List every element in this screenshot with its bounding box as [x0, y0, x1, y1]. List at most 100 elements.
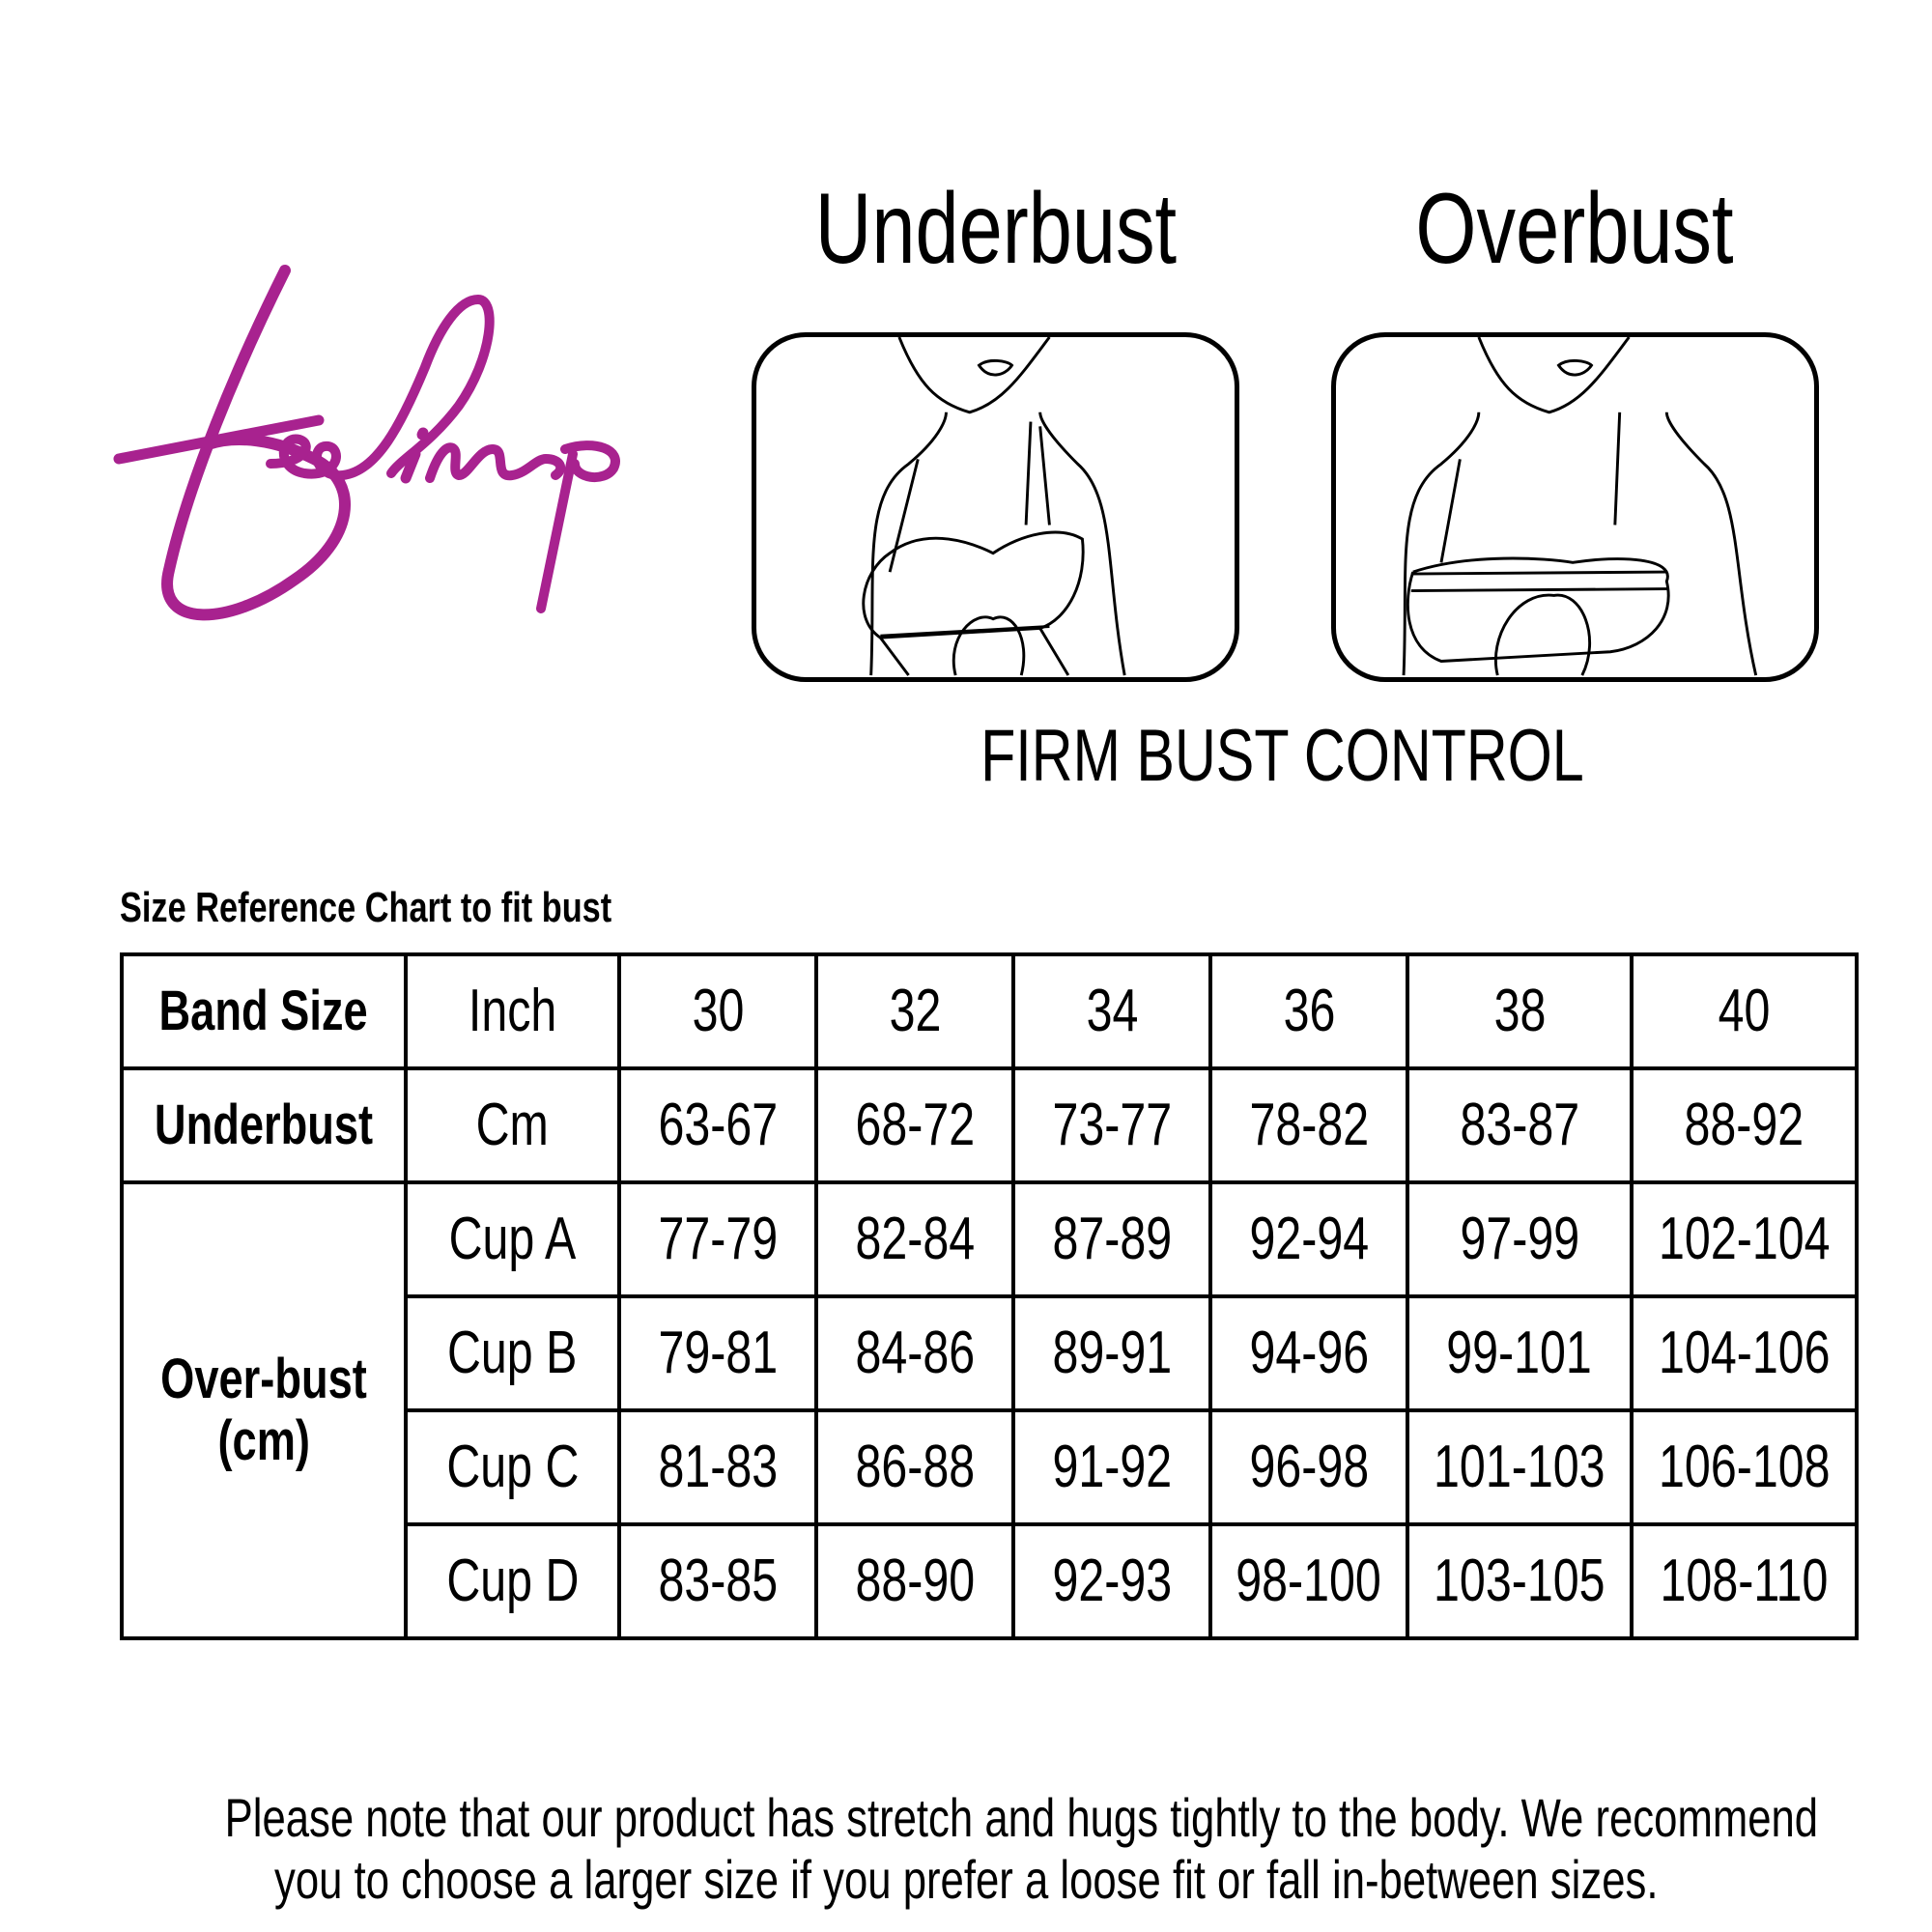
- cell-value: 99-101: [1446, 1320, 1593, 1386]
- table-cell: 106-108: [1630, 1408, 1859, 1526]
- underbust-label: Underbust: [154, 1094, 374, 1156]
- table-cell: 98-100: [1208, 1522, 1409, 1640]
- cell-value: 83-85: [658, 1548, 778, 1614]
- underbust-heading-text: Underbust: [814, 173, 1178, 285]
- cup-cell: Cup D: [404, 1522, 621, 1640]
- table-cell: 94-96: [1208, 1294, 1409, 1412]
- cell-value: 108-110: [1660, 1548, 1829, 1614]
- table-cell: 89-91: [1011, 1294, 1212, 1412]
- table-cell: 86-88: [814, 1408, 1015, 1526]
- table-row-cup-b: Cup B 79-81 84-86 89-91 94-96 99-101 104…: [122, 1294, 1859, 1412]
- table-row-band-size: Band Size Inch 30 32 34 36 38 40: [120, 952, 1859, 1070]
- table-cell: 68-72: [814, 1066, 1015, 1184]
- cell-value: 98-100: [1236, 1548, 1382, 1614]
- underbust-heading: Underbust: [706, 179, 1286, 279]
- cell-value: 32: [889, 978, 941, 1044]
- cell-value: 92-94: [1249, 1206, 1369, 1272]
- table-cell: 40: [1630, 952, 1859, 1070]
- table-cell: 88-90: [814, 1522, 1015, 1640]
- table-cell: 84-86: [814, 1294, 1015, 1412]
- table-cell: 104-106: [1630, 1294, 1859, 1412]
- cell-value: 82-84: [855, 1206, 975, 1272]
- table-cell: 103-105: [1406, 1522, 1634, 1640]
- table-cell: 92-94: [1208, 1180, 1409, 1298]
- overbust-label: Over-bust: [160, 1348, 367, 1410]
- overbust-label-cell: Over-bust (cm): [120, 1180, 408, 1640]
- fit-note-line-2: you to choose a larger size if you prefe…: [273, 1849, 1659, 1910]
- brand-logo: [111, 261, 671, 628]
- table-cell: 91-92: [1011, 1408, 1212, 1526]
- cup-label: Cup D: [445, 1548, 580, 1614]
- unit-cell: Cm: [404, 1066, 621, 1184]
- table-cell: 99-101: [1406, 1294, 1634, 1412]
- cell-value: 30: [692, 978, 744, 1044]
- row-label: Underbust: [120, 1066, 408, 1184]
- unit-cell: Inch: [404, 952, 621, 1070]
- table-cell: 38: [1406, 952, 1634, 1070]
- cell-value: 101-103: [1434, 1434, 1605, 1500]
- cell-value: 96-98: [1249, 1434, 1369, 1500]
- cell-value: 68-72: [855, 1092, 975, 1158]
- cup-label: Cup C: [445, 1434, 580, 1500]
- cup-cell: Cup A: [404, 1180, 621, 1298]
- row-label: Band Size: [120, 952, 408, 1070]
- table-cell: 63-67: [617, 1066, 818, 1184]
- fit-note: Please note that our product has stretch…: [0, 1787, 1932, 1911]
- table-cell: 32: [814, 952, 1015, 1070]
- product-name: FIRM BUST CONTROL: [895, 720, 1668, 793]
- overbust-heading-text: Overbust: [1415, 173, 1734, 285]
- chart-caption: Size Reference Chart to fit bust: [120, 887, 751, 929]
- cell-value: 73-77: [1052, 1092, 1172, 1158]
- cell-value: 103-105: [1434, 1548, 1605, 1614]
- table-cell: 96-98: [1208, 1408, 1409, 1526]
- table-cell: 101-103: [1406, 1408, 1634, 1526]
- cell-value: 77-79: [658, 1206, 778, 1272]
- table-row-cup-a: Over-bust (cm) Cup A 77-79 82-84 87-89 9…: [120, 1180, 1859, 1640]
- table-cell: 108-110: [1630, 1522, 1859, 1640]
- cup-label: Cup B: [447, 1320, 578, 1386]
- table-cell: 83-85: [617, 1522, 818, 1640]
- cell-value: 78-82: [1249, 1092, 1369, 1158]
- cell-value: 34: [1086, 978, 1138, 1044]
- cell-value: 38: [1493, 978, 1546, 1044]
- cup-label: Cup A: [448, 1206, 577, 1272]
- overbust-heading: Overbust: [1285, 179, 1864, 279]
- cell-value: 97-99: [1460, 1206, 1579, 1272]
- size-chart-table: Band Size Inch 30 32 34 36 38 40 Underbu…: [120, 952, 1859, 1640]
- cell-value: 94-96: [1249, 1320, 1369, 1386]
- table-cell: 34: [1011, 952, 1212, 1070]
- overbust-unit-label: (cm): [217, 1409, 310, 1472]
- table-cell: 36: [1208, 952, 1409, 1070]
- table-cell: 77-79: [617, 1180, 818, 1298]
- underbust-measurement-illustration: [752, 332, 1239, 682]
- cell-value: 81-83: [658, 1434, 778, 1500]
- cell-value: 102-104: [1658, 1206, 1831, 1272]
- table-cell: 92-93: [1011, 1522, 1212, 1640]
- cell-value: 86-88: [855, 1434, 975, 1500]
- chart-caption-text: Size Reference Chart to fit bust: [120, 884, 612, 931]
- table-cell: 81-83: [617, 1408, 818, 1526]
- table-row-cup-c: Cup C 81-83 86-88 91-92 96-98 101-103 10…: [122, 1408, 1859, 1526]
- cell-value: 79-81: [658, 1320, 778, 1386]
- cell-value: 88-90: [855, 1548, 975, 1614]
- cell-value: 104-106: [1658, 1320, 1831, 1386]
- cell-value: 40: [1718, 978, 1771, 1044]
- table-cell: 30: [617, 952, 818, 1070]
- table-cell: 97-99: [1406, 1180, 1634, 1298]
- table-cell: 82-84: [814, 1180, 1015, 1298]
- table-row-underbust: Underbust Cm 63-67 68-72 73-77 78-82 83-…: [120, 1066, 1859, 1184]
- band-size-label: Band Size: [158, 980, 369, 1042]
- cell-value: 84-86: [855, 1320, 975, 1386]
- table-cell: 102-104: [1630, 1180, 1859, 1298]
- cell-value: 88-92: [1684, 1092, 1804, 1158]
- cell-value: 87-89: [1052, 1206, 1172, 1272]
- table-cell: 79-81: [617, 1294, 818, 1412]
- product-name-text: FIRM BUST CONTROL: [980, 715, 1584, 797]
- table-cell: 88-92: [1630, 1066, 1859, 1184]
- table-cell: 78-82: [1208, 1066, 1409, 1184]
- table-cell: 87-89: [1011, 1180, 1212, 1298]
- cell-value: 83-87: [1460, 1092, 1579, 1158]
- cup-cell: Cup C: [404, 1408, 621, 1526]
- fit-note-line-1: Please note that our product has stretch…: [224, 1787, 1819, 1848]
- unit-label: Cm: [475, 1092, 550, 1158]
